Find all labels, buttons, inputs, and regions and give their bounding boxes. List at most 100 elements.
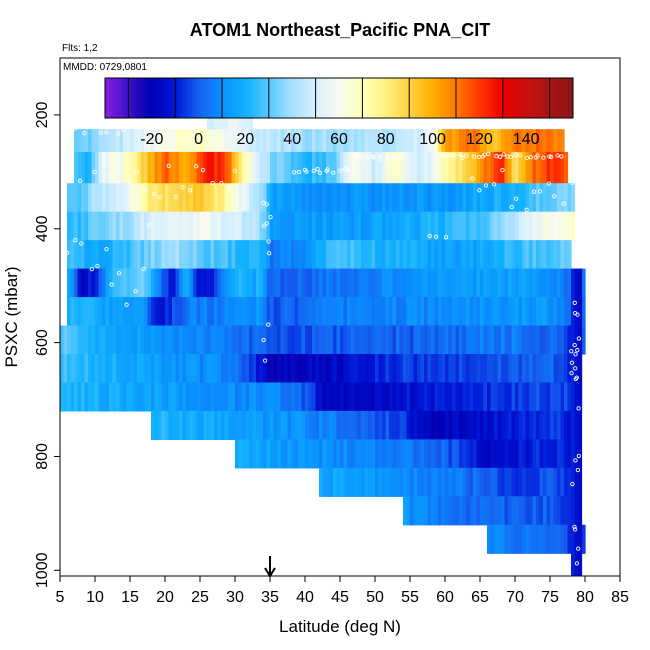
heatmap-cell [343, 467, 348, 497]
heatmap-cell [287, 354, 292, 384]
heatmap-cell [186, 354, 191, 384]
heatmap-cell [448, 467, 453, 497]
heatmap-cell [392, 240, 397, 270]
heatmap-cell [294, 297, 299, 327]
heatmap-cell [228, 211, 233, 241]
heatmap-cell [361, 325, 366, 355]
heatmap-cell [553, 268, 558, 298]
heatmap-cell [354, 439, 359, 469]
heatmap-cell [175, 240, 180, 270]
heatmap-cell [326, 382, 331, 412]
heatmap-cell [564, 410, 569, 440]
heatmap-cell [501, 496, 506, 526]
heatmap-cell [515, 297, 520, 327]
heatmap-cell [382, 183, 387, 213]
heatmap-cell [301, 211, 306, 241]
heatmap-cell [284, 129, 289, 153]
latitude-marker-arrow [264, 556, 276, 578]
heatmap-cell [200, 211, 205, 241]
heatmap-cell [67, 297, 72, 327]
heatmap-cell [543, 410, 548, 440]
heatmap-cell [515, 410, 520, 440]
heatmap-cell [242, 354, 247, 384]
heatmap-cell [529, 354, 534, 384]
heatmap-cell [112, 151, 117, 184]
sample-point [180, 185, 185, 190]
heatmap-cell [228, 410, 233, 440]
heatmap-cell [291, 129, 296, 153]
heatmap-cell [413, 382, 418, 412]
heatmap-cell [560, 439, 565, 469]
heatmap-cell [144, 151, 149, 184]
heatmap-cell [221, 151, 226, 184]
heatmap-cell [546, 268, 551, 298]
colorbar-segment [278, 78, 283, 118]
heatmap-cell [550, 325, 555, 355]
heatmap-cell [361, 183, 366, 213]
heatmap-cell [158, 268, 163, 298]
heatmap-cell [445, 211, 450, 241]
heatmap-cell [336, 151, 341, 184]
heatmap-cell [406, 183, 411, 213]
heatmap-cell [438, 240, 443, 270]
heatmap-cell [231, 382, 236, 412]
heatmap-cell [448, 382, 453, 412]
heatmap-cell [529, 268, 534, 298]
heatmap-cell [340, 467, 345, 497]
colorbar-segment [282, 78, 287, 118]
heatmap-cell [525, 268, 530, 298]
heatmap-cell [287, 183, 292, 213]
heatmap-cell [525, 354, 530, 384]
heatmap-cell [389, 297, 394, 327]
heatmap-cell [336, 354, 341, 384]
heatmap-cell [448, 297, 453, 327]
heatmap-cell [490, 325, 495, 355]
heatmap-cell [217, 325, 222, 355]
heatmap-cell [74, 297, 79, 327]
heatmap-cell [403, 354, 408, 384]
heatmap-cell [189, 183, 194, 213]
heatmap-cell [193, 268, 198, 298]
heatmap-cell [347, 211, 352, 241]
heatmap-cell [392, 354, 397, 384]
heatmap-cell [256, 354, 261, 384]
heatmap-cell [217, 240, 222, 270]
heatmap-cell [193, 297, 198, 327]
heatmap-cell [490, 211, 495, 241]
heatmap-cell [266, 151, 271, 184]
heatmap-cell [532, 439, 537, 469]
heatmap-cell [522, 410, 527, 440]
heatmap-cell [105, 297, 110, 327]
heatmap-cell [298, 151, 303, 184]
heatmap-cell [403, 382, 408, 412]
heatmap-cell [172, 268, 177, 298]
sample-point [262, 358, 268, 363]
heatmap-cell [434, 439, 439, 469]
heatmap-cell [560, 410, 565, 440]
heatmap-cell [322, 211, 327, 241]
heatmap-cell [231, 297, 236, 327]
heatmap-cell [431, 297, 436, 327]
colorbar-segment [392, 78, 397, 118]
heatmap-cell [277, 240, 282, 270]
heatmap-cell [368, 129, 373, 153]
heatmap-cell [462, 268, 467, 298]
x-tick-label: 70 [506, 589, 524, 606]
heatmap-cell [487, 183, 492, 213]
heatmap-cell [347, 410, 352, 440]
heatmap-cell [385, 354, 390, 384]
heatmap-cell [452, 183, 457, 213]
heatmap-cell [375, 211, 380, 241]
heatmap-cell [123, 354, 128, 384]
heatmap-cell [522, 524, 527, 554]
heatmap-cell [168, 268, 173, 298]
heatmap-cell [364, 297, 369, 327]
heatmap-cell [350, 325, 355, 355]
heatmap-cell [312, 325, 317, 355]
heatmap-cell [287, 240, 292, 270]
heatmap-cell [378, 410, 383, 440]
sample-point [151, 191, 157, 197]
y-tick-label: 400 [34, 215, 51, 242]
heatmap-cell [399, 297, 404, 327]
heatmap-cell [424, 496, 429, 526]
